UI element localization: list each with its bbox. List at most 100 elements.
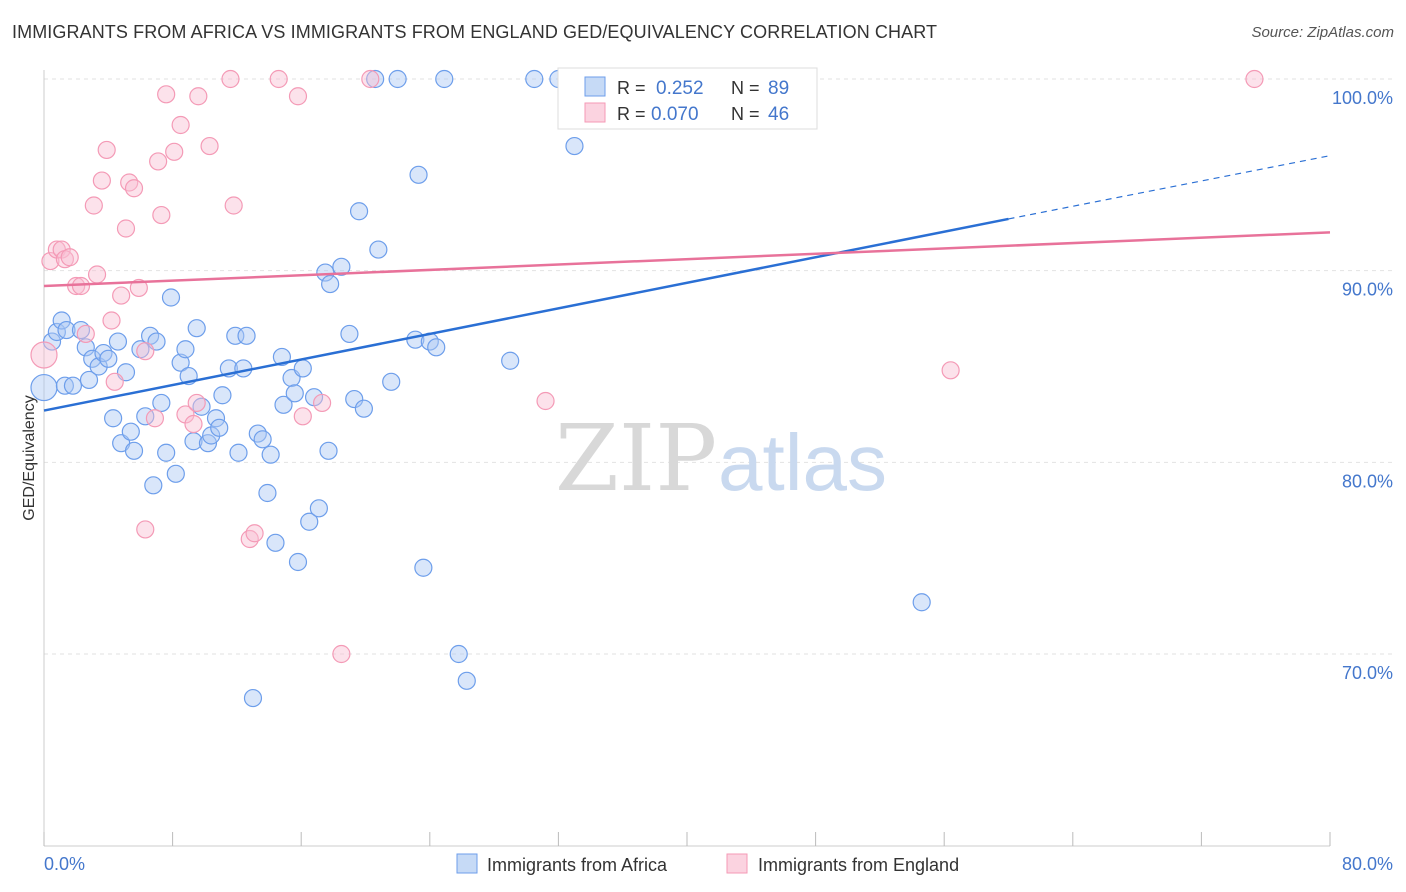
africa-trend-line xyxy=(43,217,1009,412)
y-tick-label: 100.0% xyxy=(1332,88,1393,108)
africa-point xyxy=(79,370,99,390)
england-point xyxy=(124,179,144,198)
series-legend-label-africa: Immigrants from Africa xyxy=(487,855,668,875)
africa-point xyxy=(366,69,385,89)
africa-point xyxy=(237,326,256,345)
africa-points xyxy=(30,69,931,708)
africa-point xyxy=(52,311,71,330)
england-point xyxy=(112,286,131,305)
africa-point xyxy=(243,688,263,708)
england-point xyxy=(332,644,351,664)
england-point xyxy=(245,524,264,543)
england-point xyxy=(224,196,243,215)
england-point xyxy=(361,69,380,89)
africa-point xyxy=(435,69,454,89)
africa-point xyxy=(332,257,351,276)
england-point xyxy=(97,140,116,160)
africa-point xyxy=(206,409,226,428)
england-point xyxy=(136,342,155,361)
england-point xyxy=(71,276,91,296)
y-tick-label: 80.0% xyxy=(1342,471,1393,491)
africa-point xyxy=(248,424,267,443)
england-point xyxy=(84,196,103,215)
england-point xyxy=(87,265,107,284)
england-trend-line xyxy=(43,231,1331,288)
england-point xyxy=(221,69,240,89)
england-point xyxy=(184,414,203,434)
africa-point xyxy=(213,386,232,405)
trend-lines xyxy=(43,155,1331,412)
africa-point xyxy=(89,357,108,376)
africa-point xyxy=(261,445,280,464)
england-point xyxy=(41,251,60,271)
england-point xyxy=(120,173,139,192)
africa-point xyxy=(501,351,520,370)
africa-point xyxy=(57,320,76,340)
england-points xyxy=(30,69,1264,664)
legend-r-value-africa: 0.252 xyxy=(656,78,704,99)
africa-point xyxy=(388,69,407,89)
england-point xyxy=(102,311,121,330)
england-point xyxy=(30,341,58,369)
england-point xyxy=(149,152,168,171)
africa-point xyxy=(253,430,272,449)
england-point xyxy=(136,520,155,539)
africa-point xyxy=(121,422,140,441)
series-legend-label-england: Immigrants from England xyxy=(758,855,959,875)
africa-point xyxy=(124,441,144,460)
africa-point xyxy=(187,319,206,338)
england-point xyxy=(189,87,208,106)
england-point xyxy=(293,407,312,426)
england-point xyxy=(60,248,79,267)
england-point xyxy=(92,171,111,190)
y-tick-labels: 70.0% 80.0% 90.0% 100.0% xyxy=(1332,88,1393,683)
africa-point xyxy=(285,384,304,403)
africa-point xyxy=(258,483,277,503)
england-point xyxy=(269,69,288,89)
africa-point xyxy=(76,338,95,357)
africa-point xyxy=(316,263,335,282)
legend-swatch-africa xyxy=(584,76,606,97)
england-point xyxy=(536,391,555,411)
africa-point xyxy=(234,359,253,378)
legend-n-label-africa: N = xyxy=(731,78,760,98)
x-tick-label-max: 80.0% xyxy=(1342,854,1393,874)
africa-point xyxy=(288,552,308,572)
africa-point xyxy=(340,324,359,344)
england-point xyxy=(941,361,960,380)
x-tick-label-min: 0.0% xyxy=(44,854,85,874)
england-point xyxy=(187,393,206,413)
watermark-atlas: atlas xyxy=(718,418,887,507)
africa-point xyxy=(99,349,118,368)
series-legend-swatch-africa xyxy=(456,853,478,874)
africa-point xyxy=(319,441,338,460)
england-point xyxy=(129,278,148,298)
england-point xyxy=(152,205,171,225)
africa-point xyxy=(157,443,176,462)
england-point xyxy=(116,219,136,238)
england-point xyxy=(312,393,332,413)
y-tick-label: 70.0% xyxy=(1342,663,1393,683)
series-legend: Immigrants from Africa Immigrants from E… xyxy=(456,853,959,875)
africa-point xyxy=(63,376,83,395)
africa-point xyxy=(108,332,128,351)
source-label: Source: ZipAtlas.com xyxy=(1251,24,1394,41)
legend-r-value-england: 0.070 xyxy=(651,104,699,125)
africa-point xyxy=(409,165,428,184)
africa-point xyxy=(427,338,446,357)
africa-point xyxy=(104,409,123,428)
legend-swatch-england xyxy=(584,102,606,123)
africa-point xyxy=(369,240,388,259)
england-point xyxy=(145,409,165,428)
africa-point xyxy=(321,274,340,294)
chart-title: IMMIGRANTS FROM AFRICA VS IMMIGRANTS FRO… xyxy=(12,22,938,42)
legend-n-value-england: 46 xyxy=(768,104,789,125)
y-axis-label: GED/Equivalency xyxy=(21,395,38,520)
africa-point xyxy=(382,372,401,391)
africa-point xyxy=(565,136,584,156)
africa-point xyxy=(300,512,319,531)
series-legend-swatch-england xyxy=(726,853,748,874)
watermark: ZIP atlas xyxy=(555,405,887,512)
england-point xyxy=(171,115,190,135)
